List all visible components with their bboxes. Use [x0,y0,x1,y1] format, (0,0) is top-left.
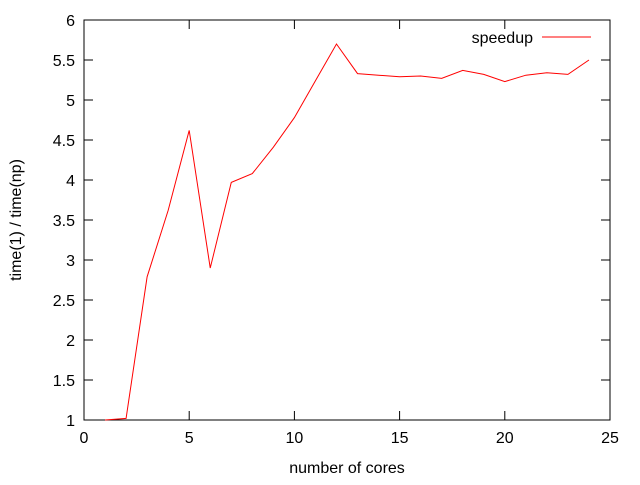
y-tick-label: 5 [66,93,75,110]
series-line-speedup [105,44,589,420]
y-tick-label: 4.5 [53,133,75,150]
y-tick-label: 1.5 [53,373,75,390]
legend-label-speedup: speedup [472,30,533,47]
x-tick-label: 5 [185,430,194,447]
x-tick-label: 25 [601,430,619,447]
series-layer [105,44,589,420]
y-tick-label: 3 [66,253,75,270]
y-tick-label: 5.5 [53,53,75,70]
y-tick-label: 4 [66,173,75,190]
x-axis-label: number of cores [289,460,405,477]
x-tick-label: 10 [286,430,304,447]
legend: speedup [472,30,591,47]
ticks-layer: 0 5 10 15 20 25 1 1.5 2 2.5 3 3.5 4 4.5 5 5.5 6 [53,13,619,447]
x-tick-label: 20 [496,430,514,447]
y-tick-label: 6 [66,13,75,30]
y-tick-label: 2 [66,333,75,350]
x-tick-label: 15 [391,430,409,447]
x-tick-label: 0 [80,430,89,447]
plot-frame [84,20,610,420]
y-tick-label: 2.5 [53,293,75,310]
y-tick-label: 3.5 [53,213,75,230]
y-tick-label: 1 [66,413,75,430]
y-axis-label: time(1) / time(np) [8,159,25,281]
